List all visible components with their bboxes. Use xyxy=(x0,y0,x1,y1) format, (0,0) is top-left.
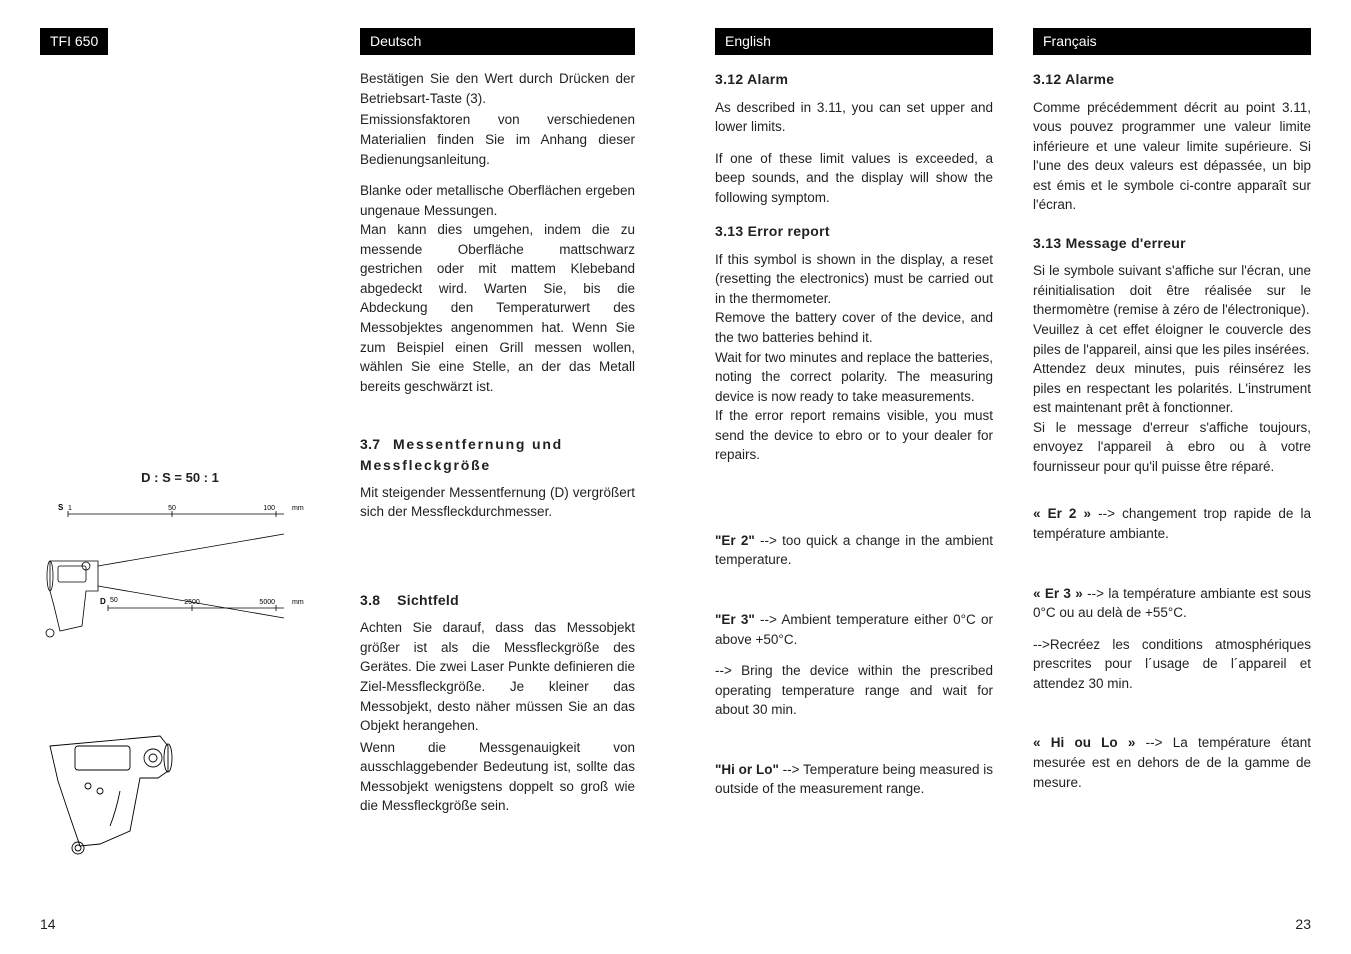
fr-s312-title: 3.12 Alarme xyxy=(1033,69,1311,89)
fr-er2: « Er 2 » --> changement trop rapide de l… xyxy=(1033,504,1311,543)
fr-s313-title: 3.13 Message d'erreur xyxy=(1033,233,1311,253)
fr-er2-k: « Er 2 » xyxy=(1033,506,1091,521)
figure-ds-ratio: D : S = 50 : 1 S 1 50 100 mm xyxy=(40,469,320,666)
en-hilo: "Hi or Lo" --> Temperature being measure… xyxy=(715,760,993,799)
fr-s313-b2: Veuillez à cet effet éloigner le couverc… xyxy=(1033,320,1311,359)
en-s313-title: 3.13 Error report xyxy=(715,221,993,241)
fr-s313-b3: Attendez deux minutes, puis réinsérez le… xyxy=(1033,359,1311,418)
fr-section-3-13: 3.13 Message d'erreur Si le symbole suiv… xyxy=(1033,233,1311,476)
en-s312-b2: If one of these limit values is exceeded… xyxy=(715,149,993,208)
left-col-b: Deutsch Bestätigen Sie den Wert durch Dr… xyxy=(360,28,635,884)
col-english: English 3.12 Alarm As described in 3.11,… xyxy=(715,28,993,811)
en-section-3-12: 3.12 Alarm As described in 3.11, you can… xyxy=(715,69,993,207)
sec37-heading: 3.7 Messentfernung und Messfleckgröße xyxy=(360,434,635,475)
figure-device xyxy=(40,706,320,866)
right-columns: English 3.12 Alarm As described in 3.11,… xyxy=(715,28,1311,811)
fr-s312-b1: Comme précédemment décrit au point 3.11,… xyxy=(1033,98,1311,215)
fig-d-unit: mm xyxy=(292,599,304,606)
en-er3: "Er 3" --> Ambient temperature either 0°… xyxy=(715,610,993,649)
en-er3-v: --> Ambient temperature either 0°C or ab… xyxy=(715,612,993,647)
fig-s-unit: mm xyxy=(292,505,304,512)
de-para-2: Emissionsfaktoren von verschiedenen Mate… xyxy=(360,110,635,169)
fig-d-50: 50 xyxy=(110,597,118,604)
left-columns: TFI 650 D : S = 50 : 1 S 1 50 100 mm xyxy=(40,28,635,884)
fr-s313-b1: Si le symbole suivant s'affiche sur l'éc… xyxy=(1033,261,1311,320)
de-para-4: Man kann dies umgehen, indem die zu mess… xyxy=(360,220,635,396)
fig-s-label: S xyxy=(58,503,64,512)
lang-header-de: Deutsch xyxy=(360,28,635,55)
page-left: TFI 650 D : S = 50 : 1 S 1 50 100 mm xyxy=(0,0,675,954)
en-s313-b2: Remove the battery cover of the device, … xyxy=(715,308,993,347)
fig-d-2500: 2500 xyxy=(184,599,200,606)
en-s313-b3: Wait for two minutes and replace the bat… xyxy=(715,348,993,407)
col-french: Français 3.12 Alarme Comme précédemment … xyxy=(1033,28,1311,811)
fr-er3-k: « Er 3 » xyxy=(1033,586,1083,601)
figure-ds-title: D : S = 50 : 1 xyxy=(40,469,320,488)
fr-s313-b4: Si le message d'erreur s'affiche toujour… xyxy=(1033,418,1311,477)
fr-er3-b2: -->Recréez les conditions atmosphériques… xyxy=(1033,635,1311,694)
device-outline xyxy=(46,561,98,637)
en-hilo-k: "Hi or Lo" xyxy=(715,762,779,777)
en-s312-b1: As described in 3.11, you can set upper … xyxy=(715,98,993,137)
en-s313-b1: If this symbol is shown in the display, … xyxy=(715,250,993,309)
fr-section-3-12: 3.12 Alarme Comme précédemment décrit au… xyxy=(1033,69,1311,215)
fr-hilo-k: « Hi ou Lo » xyxy=(1033,735,1135,750)
section-3-8: 3.8 Sichtfeld Achten Sie darauf, dass da… xyxy=(360,590,635,816)
left-col-a: TFI 650 D : S = 50 : 1 S 1 50 100 mm xyxy=(40,28,320,884)
en-er2-k: "Er 2" xyxy=(715,533,755,548)
en-s313-b4: If the error report remains visible, you… xyxy=(715,406,993,465)
en-er3-b2: --> Bring the device within the prescrib… xyxy=(715,661,993,720)
en-er2: "Er 2" --> too quick a change in the amb… xyxy=(715,531,993,570)
fig-s-100: 100 xyxy=(263,505,275,512)
en-er3-k: "Er 3" xyxy=(715,612,755,627)
model-header: TFI 650 xyxy=(40,28,108,55)
section-3-7: 3.7 Messentfernung und Messfleckgröße Mi… xyxy=(360,434,635,522)
fig-d-5000: 5000 xyxy=(259,599,275,606)
page-right: English 3.12 Alarm As described in 3.11,… xyxy=(675,0,1351,954)
figure-ds-svg: S 1 50 100 mm xyxy=(40,496,320,666)
fig-s-50: 50 xyxy=(168,505,176,512)
fr-er3: « Er 3 » --> la température ambiante est… xyxy=(1033,584,1311,623)
page-number-left: 14 xyxy=(40,916,56,932)
sec37-body: Mit steigender Messentfernung (D) vergrö… xyxy=(360,483,635,522)
de-para-3: Blanke oder metallische Oberflächen erge… xyxy=(360,181,635,220)
figure-device-svg xyxy=(40,706,220,866)
en-er2-v: --> too quick a change in the ambient te… xyxy=(715,533,993,568)
en-section-3-13: 3.13 Error report If this symbol is show… xyxy=(715,221,993,464)
sec38-title: Sichtfeld xyxy=(397,592,459,608)
sec37-num: 3.7 xyxy=(360,436,380,452)
de-para-1: Bestätigen Sie den Wert durch Drücken de… xyxy=(360,69,635,108)
fig-s-1: 1 xyxy=(68,505,72,512)
en-s312-title: 3.12 Alarm xyxy=(715,69,993,89)
lang-header-en: English xyxy=(715,28,993,55)
sec38-body2: Wenn die Messgenauigkeit von ausschlagge… xyxy=(360,738,635,816)
sec37-title: Messentfernung und Messfleckgröße xyxy=(360,436,563,472)
fig-d-label: D xyxy=(100,597,106,606)
lang-header-fr: Français xyxy=(1033,28,1311,55)
sec38-num: 3.8 xyxy=(360,592,380,608)
page-number-right: 23 xyxy=(1295,916,1311,932)
sec38-body1: Achten Sie darauf, dass das Messobjekt g… xyxy=(360,618,635,735)
fr-hilo: « Hi ou Lo » --> La température étant me… xyxy=(1033,733,1311,792)
sec38-heading: 3.8 Sichtfeld xyxy=(360,590,635,610)
